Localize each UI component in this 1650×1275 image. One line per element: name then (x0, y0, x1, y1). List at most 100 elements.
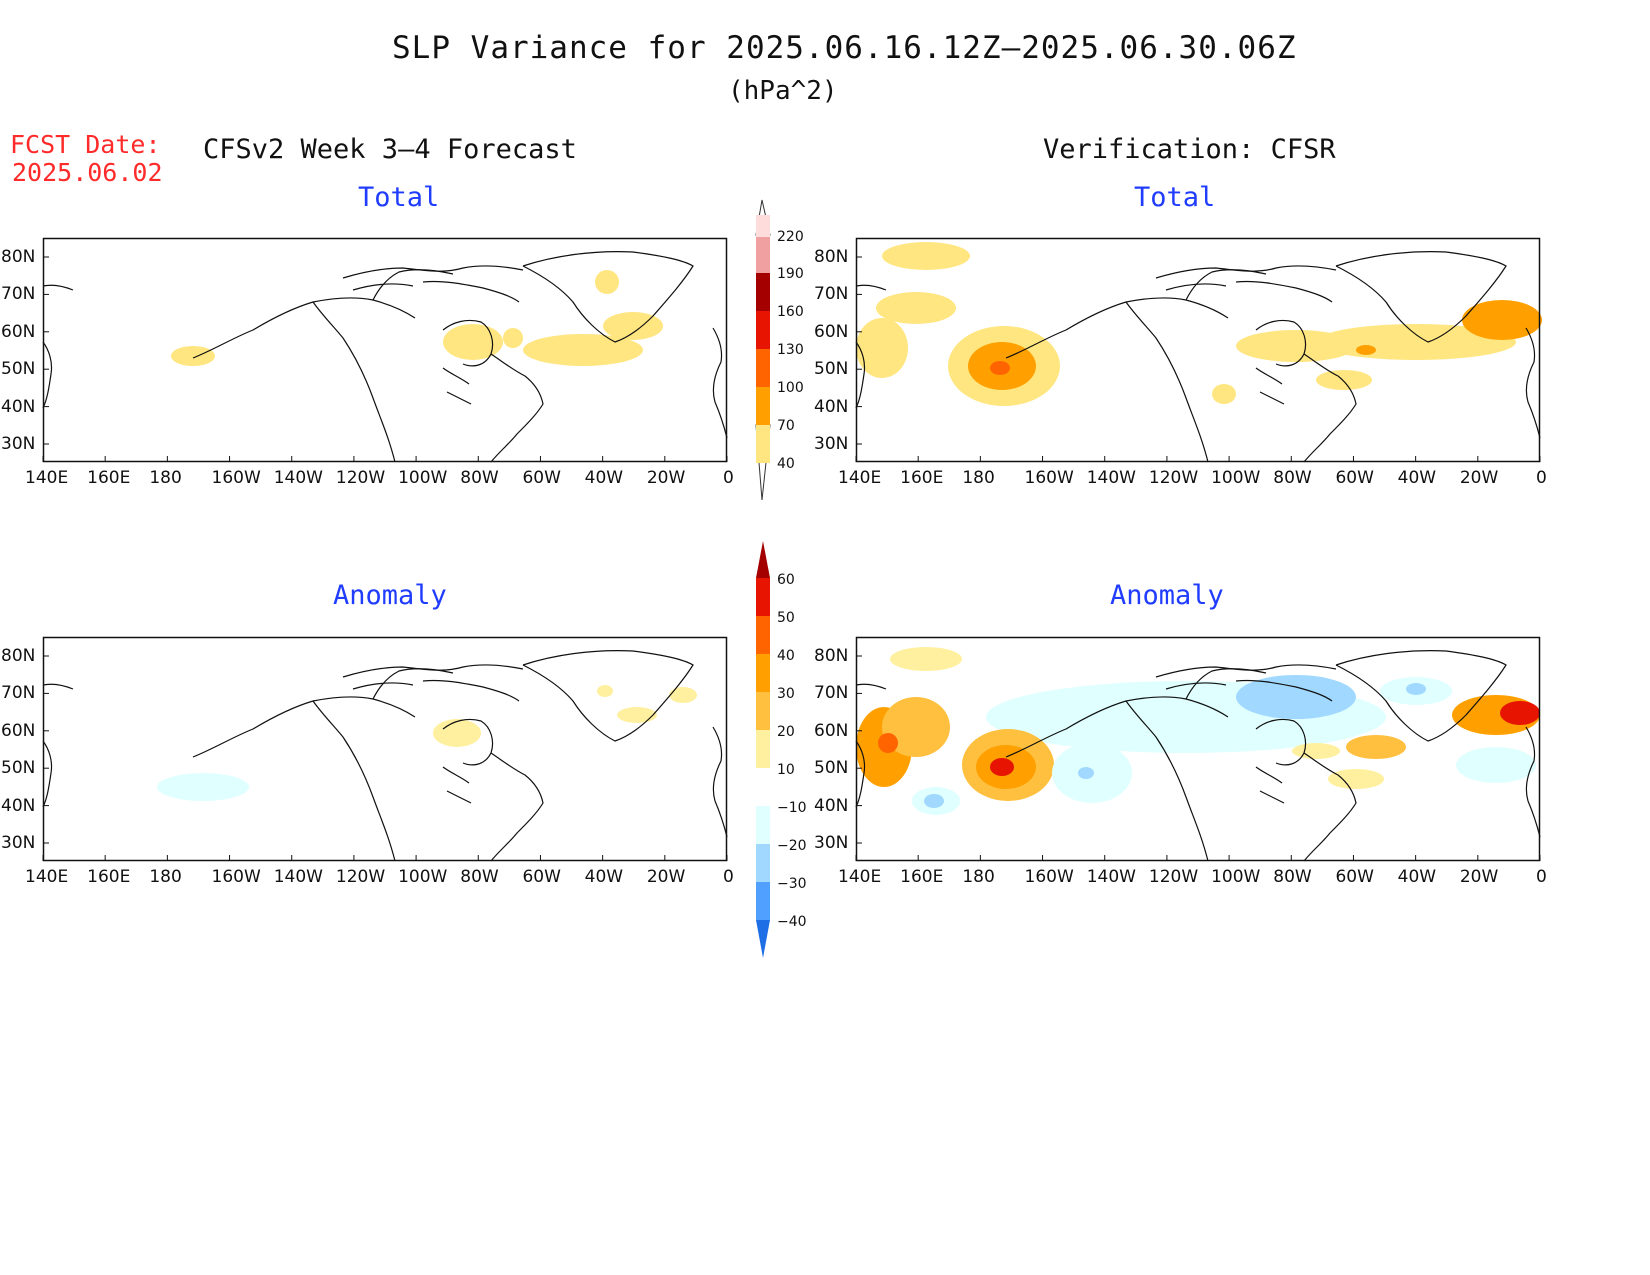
coastline (1005, 297, 1229, 359)
coastline (1165, 283, 1227, 291)
lat-tick-label: 60N (814, 321, 849, 342)
main-title: SLP Variance for 2025.06.16.12Z—2025.06.… (392, 30, 1297, 66)
shaded-region (990, 758, 1014, 776)
lon-tick-label: 60W (522, 867, 561, 887)
total-cb-label-70: 70 (777, 418, 795, 434)
shaded-region (443, 324, 503, 360)
total-cb-seg-130-160 (756, 311, 770, 349)
lon-tick-label: 120W (335, 867, 386, 887)
coastline (42, 683, 74, 690)
verification-header: Verification: CFSR (1043, 134, 1336, 165)
shaded-region (603, 312, 663, 340)
lat-tick-label: 40N (814, 396, 849, 417)
lon-tick-label: 160W (1024, 468, 1074, 488)
total-cb-label-160: 160 (777, 304, 804, 320)
lon-tick-label: 60W (522, 468, 561, 488)
units-subtitle: (hPa^2) (728, 76, 838, 106)
lon-tick-label: 160E (87, 867, 131, 887)
forecast-total-map (42, 237, 728, 463)
lat-tick-label: 40N (1, 795, 36, 816)
fcst-date-value: 2025.06.02 (12, 158, 163, 187)
anom-cb-label-60: 60 (777, 572, 795, 588)
coastline (42, 341, 53, 409)
total-cb-seg-100-130 (756, 349, 770, 387)
anom-cb-seg-white (756, 768, 770, 806)
coastline (442, 319, 494, 367)
lat-tick-label: 70N (814, 683, 849, 704)
lon-tick-label: 140W (1086, 867, 1136, 887)
map-frame (42, 636, 728, 862)
lon-tick-label: 0 (723, 468, 734, 488)
coastline (1303, 353, 1357, 463)
shaded-region (1456, 747, 1536, 783)
coastline (1335, 251, 1507, 343)
shaded-region (1356, 345, 1376, 355)
lat-tick-label: 70N (1, 284, 36, 305)
total-cb-label-100: 100 (777, 380, 804, 396)
map-frame (42, 237, 728, 463)
lon-tick-label: 20W (646, 468, 686, 488)
coastline (442, 718, 494, 766)
coastline (1125, 700, 1209, 862)
anom-cb-label-m40: −40 (777, 914, 807, 930)
coastline (342, 664, 524, 678)
coastline (1155, 664, 1337, 678)
lon-tick-label: 120W (1148, 468, 1199, 488)
lon-tick-label: 160W (1024, 867, 1074, 887)
anom-cb-seg-m30-m40 (756, 882, 770, 920)
lon-tick-label: 140E (25, 867, 69, 887)
lat-tick-label: 60N (814, 720, 849, 741)
coastline (1525, 327, 1541, 439)
coastline (442, 367, 470, 385)
lon-tick-label: 180 (962, 867, 995, 887)
lat-tick-label: 30N (814, 434, 849, 454)
coastline (1005, 696, 1229, 758)
shaded-region (1236, 675, 1356, 719)
shaded-region (1078, 767, 1094, 779)
panel-title-verification-total: Total (1134, 182, 1216, 213)
coastline (352, 682, 414, 690)
coastline (312, 700, 396, 862)
lon-tick-label: 120W (1148, 867, 1199, 887)
total-colorbar (755, 199, 771, 501)
lon-tick-label: 160E (900, 468, 944, 488)
shaded-region (882, 697, 950, 757)
lon-tick-label: 180 (149, 867, 182, 887)
coastline (490, 353, 544, 463)
shaded-region (617, 707, 657, 723)
lon-tick-label: 0 (1536, 468, 1547, 488)
shaded-region (1462, 300, 1542, 340)
total-cb-seg-160-190 (756, 273, 770, 311)
lon-tick-label: 100W (398, 867, 448, 887)
anomaly-colorbar (756, 541, 770, 958)
lon-tick-label: 140W (1086, 468, 1136, 488)
lon-tick-label: 80W (1273, 468, 1312, 488)
verification-anomaly-map (855, 636, 1541, 862)
shaded-region (1500, 701, 1540, 725)
lat-tick-label: 30N (1, 833, 36, 853)
anom-cb-label-10: 10 (777, 762, 795, 778)
total-cb-label-220: 220 (777, 229, 804, 245)
coastline (1259, 391, 1285, 405)
coastline (1155, 265, 1337, 279)
coastline (312, 301, 396, 463)
coastline (1235, 280, 1333, 303)
shaded-region (878, 733, 898, 753)
anom-cb-label-30: 30 (777, 686, 795, 702)
coastline (712, 726, 728, 838)
lat-tick-label: 70N (1, 683, 36, 704)
anom-cb-label-40: 40 (777, 648, 795, 664)
lon-tick-label: 0 (1536, 867, 1547, 887)
lon-tick-label: 20W (646, 867, 686, 887)
map-frame (855, 237, 1541, 463)
lon-tick-label: 140W (273, 867, 323, 887)
coastline (352, 283, 414, 291)
lon-tick-label: 60W (1335, 468, 1374, 488)
coastline (1255, 367, 1283, 385)
lon-tick-label: 140E (838, 867, 882, 887)
coastline (1335, 650, 1507, 742)
total-cb-label-190: 190 (777, 266, 804, 282)
map-background (43, 637, 727, 861)
lon-tick-label: 140W (273, 468, 323, 488)
lon-tick-label: 160E (87, 468, 131, 488)
